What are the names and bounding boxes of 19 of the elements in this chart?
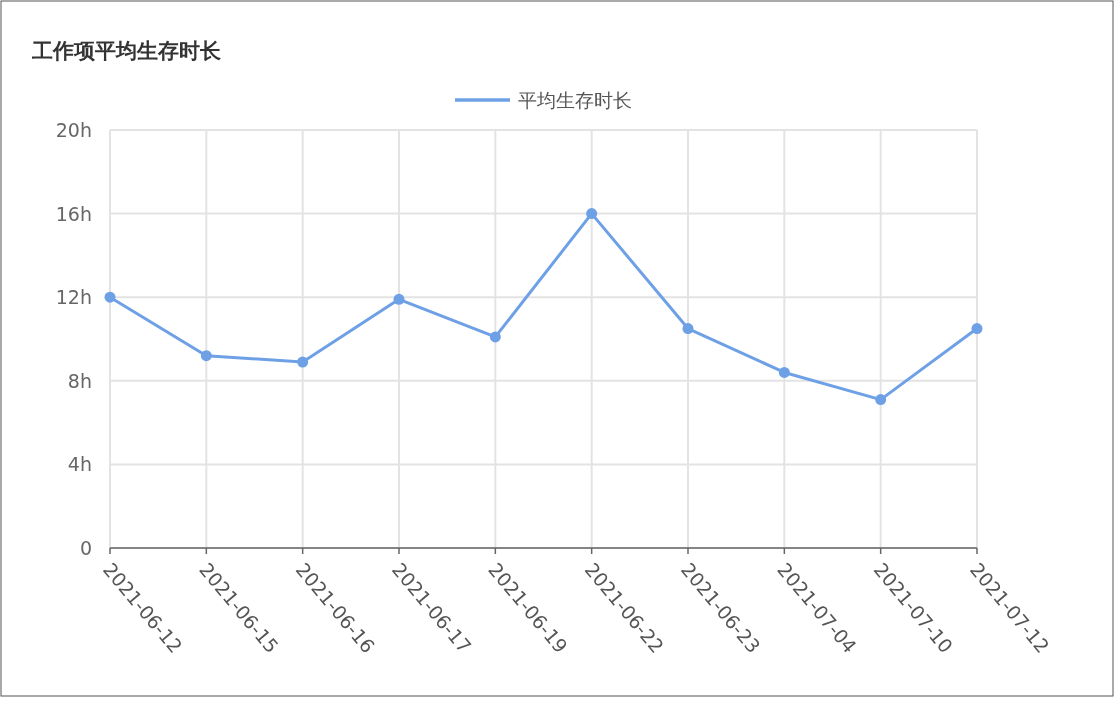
point bbox=[586, 208, 598, 220]
point bbox=[489, 331, 501, 343]
y-tick-label: 8h bbox=[67, 369, 92, 392]
point bbox=[971, 323, 983, 335]
point bbox=[104, 291, 116, 303]
legend: 平均生存时长 bbox=[455, 89, 632, 111]
y-tick-label: 4h bbox=[67, 453, 92, 476]
point bbox=[682, 323, 694, 335]
point bbox=[393, 293, 405, 305]
y-tick-label: 12h bbox=[55, 286, 92, 309]
y-tick-label: 0 bbox=[79, 537, 92, 559]
y-tick-label: 16h bbox=[55, 202, 92, 225]
point bbox=[297, 356, 309, 368]
chart-title: 工作项平均生存时长 bbox=[31, 39, 222, 63]
point bbox=[778, 366, 790, 378]
point bbox=[875, 394, 887, 406]
legend-label: 平均生存时长 bbox=[518, 89, 632, 111]
point bbox=[200, 350, 212, 362]
y-tick-label: 20h bbox=[55, 119, 92, 141]
